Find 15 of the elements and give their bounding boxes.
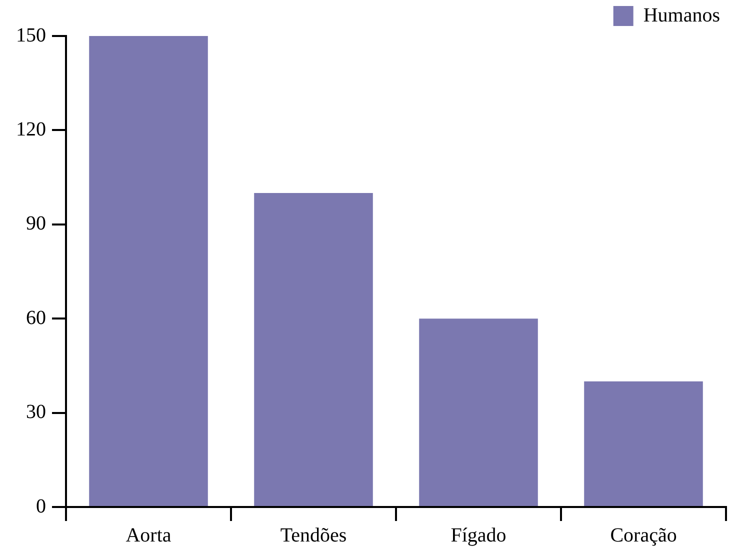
y-tick-label: 150 (16, 24, 46, 46)
bar (254, 193, 373, 506)
bar (584, 381, 703, 506)
y-tick-label: 90 (26, 212, 46, 235)
y-tick-label: 30 (26, 401, 46, 424)
x-tick-label: Aorta (126, 524, 172, 546)
x-tick-label: Tendões (280, 524, 347, 546)
bar (419, 318, 538, 506)
legend-label: Humanos (643, 4, 720, 26)
x-tick-label: Coração (610, 524, 677, 546)
y-tick-label: 60 (26, 306, 46, 329)
x-tick-label: Fígado (450, 524, 506, 546)
bar (89, 36, 208, 506)
y-tick-label: 0 (36, 495, 46, 518)
y-tick-label: 120 (16, 118, 46, 140)
